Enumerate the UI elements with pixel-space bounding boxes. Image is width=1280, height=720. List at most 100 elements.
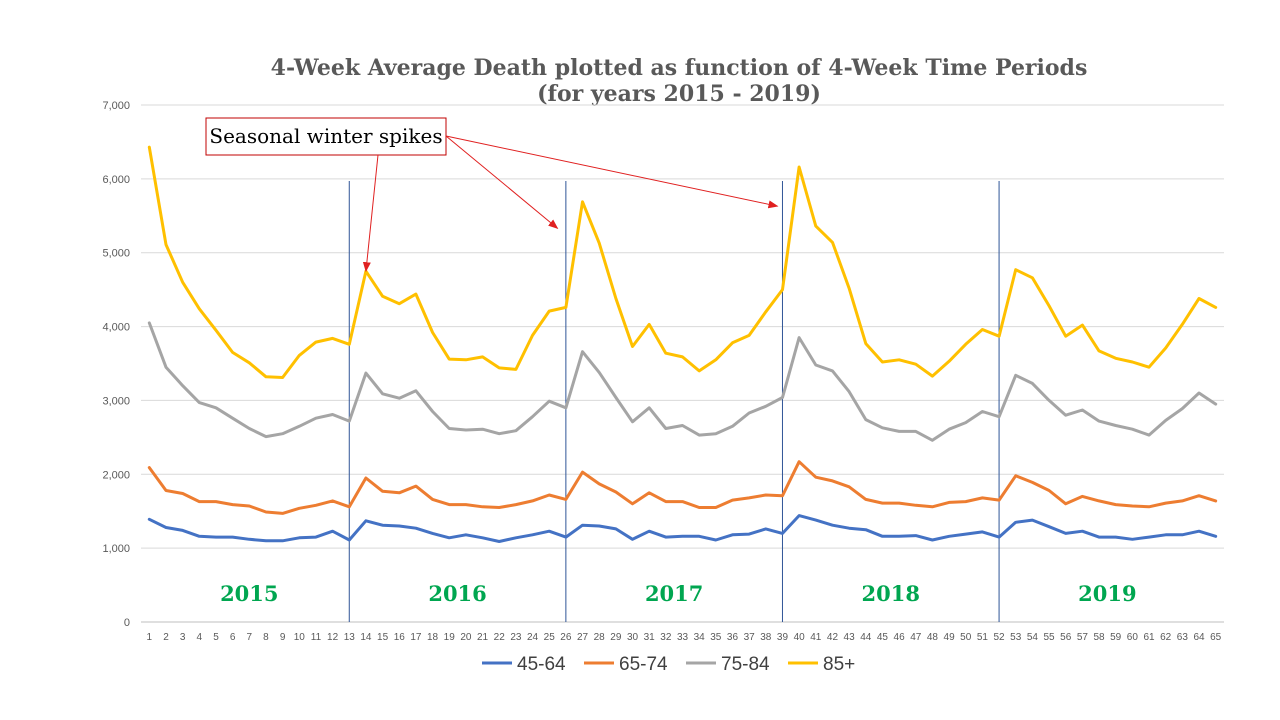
x-tick-label: 39 bbox=[777, 632, 789, 643]
y-tick-label: 2,000 bbox=[102, 469, 130, 481]
legend: 45-64 65-74 75-84 85+ bbox=[482, 654, 855, 675]
year-label: 2016 bbox=[428, 581, 486, 606]
x-tick-label: 1 bbox=[147, 632, 153, 643]
x-tick-label: 12 bbox=[327, 632, 339, 643]
legend-label-45-64: 45-64 bbox=[517, 654, 566, 675]
year-label: 2015 bbox=[220, 581, 278, 606]
x-tick-label: 46 bbox=[894, 632, 906, 643]
legend-label-65-74: 65-74 bbox=[619, 654, 668, 675]
x-tick-label: 26 bbox=[560, 632, 572, 643]
x-tick-label: 22 bbox=[494, 632, 506, 643]
annotation-arrow bbox=[445, 135, 559, 229]
x-tick-label: 14 bbox=[360, 632, 372, 643]
x-tick-label: 49 bbox=[944, 632, 956, 643]
x-tick-label: 28 bbox=[594, 632, 606, 643]
y-tick-label: 6,000 bbox=[102, 174, 130, 186]
annotation-arrow bbox=[445, 135, 779, 209]
x-tick-label: 33 bbox=[677, 632, 689, 643]
chart-title: 4-Week Average Death plotted as function… bbox=[271, 55, 1088, 81]
series-line-65-74 bbox=[147, 460, 1218, 515]
x-tick-label: 56 bbox=[1060, 632, 1072, 643]
year-dividers bbox=[348, 181, 1000, 622]
x-tick-label: 40 bbox=[794, 632, 806, 643]
x-tick-label: 27 bbox=[577, 632, 589, 643]
x-tick-label: 38 bbox=[760, 632, 772, 643]
gridlines bbox=[141, 104, 1224, 623]
x-tick-label: 18 bbox=[427, 632, 439, 643]
x-tick-label: 15 bbox=[377, 632, 389, 643]
x-tick-label: 54 bbox=[1027, 632, 1039, 643]
series-lines bbox=[147, 145, 1218, 543]
x-tick-label: 43 bbox=[844, 632, 856, 643]
x-tick-label: 47 bbox=[910, 632, 922, 643]
y-tick-label: 3,000 bbox=[102, 395, 130, 407]
x-tick-label: 30 bbox=[627, 632, 639, 643]
y-tick-label: 5,000 bbox=[102, 248, 130, 260]
legend-label-75-84: 75-84 bbox=[721, 654, 770, 675]
x-tick-label: 36 bbox=[727, 632, 739, 643]
year-label: 2019 bbox=[1078, 581, 1136, 606]
y-tick-label: 0 bbox=[124, 617, 130, 629]
x-tick-label: 24 bbox=[527, 632, 539, 643]
year-label: 2017 bbox=[645, 581, 703, 606]
x-tick-label: 32 bbox=[660, 632, 672, 643]
series-line-45-64 bbox=[147, 514, 1218, 543]
x-tick-label: 51 bbox=[977, 632, 989, 643]
x-tick-label: 5 bbox=[213, 632, 219, 643]
x-tick-label: 34 bbox=[694, 632, 706, 643]
x-tick-label: 23 bbox=[510, 632, 522, 643]
x-tick-label: 9 bbox=[280, 632, 286, 643]
year-labels: 2015 2016 2017 2018 2019 bbox=[220, 581, 1137, 606]
legend-label-85+: 85+ bbox=[823, 654, 855, 675]
x-tick-label: 2 bbox=[163, 632, 169, 643]
annotation-arrow bbox=[362, 154, 379, 273]
x-tick-label: 31 bbox=[644, 632, 656, 643]
x-tick-label: 41 bbox=[810, 632, 822, 643]
chart-subtitle: (for years 2015 - 2019) bbox=[537, 81, 821, 107]
x-tick-label: 61 bbox=[1143, 632, 1155, 643]
x-tick-label: 29 bbox=[610, 632, 622, 643]
x-tick-label: 55 bbox=[1043, 632, 1055, 643]
x-tick-label: 48 bbox=[927, 632, 939, 643]
annotation: Seasonal winter spikes bbox=[205, 117, 779, 273]
x-tick-label: 64 bbox=[1193, 632, 1205, 643]
x-tick-label: 21 bbox=[477, 632, 489, 643]
x-tick-label: 20 bbox=[460, 632, 472, 643]
x-tick-label: 3 bbox=[180, 632, 186, 643]
x-tick-label: 62 bbox=[1160, 632, 1172, 643]
x-tick-label: 10 bbox=[294, 632, 306, 643]
x-tick-label: 8 bbox=[263, 632, 269, 643]
y-tick-label: 4,000 bbox=[102, 322, 130, 334]
x-tick-label: 45 bbox=[877, 632, 889, 643]
y-axis-tick-labels: 0 1,000 2,000 3,000 4,000 5,000 6,000 7,000 bbox=[102, 100, 130, 629]
x-tick-label: 53 bbox=[1010, 632, 1022, 643]
y-tick-label: 1,000 bbox=[102, 543, 130, 555]
x-tick-label: 11 bbox=[311, 632, 322, 643]
x-tick-label: 59 bbox=[1110, 632, 1122, 643]
series-line-75-84 bbox=[147, 321, 1218, 442]
annotation-text: Seasonal winter spikes bbox=[209, 124, 442, 148]
x-tick-label: 63 bbox=[1177, 632, 1189, 643]
x-tick-label: 19 bbox=[444, 632, 456, 643]
x-tick-label: 6 bbox=[230, 632, 236, 643]
x-tick-label: 4 bbox=[197, 632, 203, 643]
x-tick-label: 17 bbox=[410, 632, 422, 643]
x-tick-label: 42 bbox=[827, 632, 839, 643]
x-tick-label: 52 bbox=[994, 632, 1006, 643]
y-tick-label: 7,000 bbox=[102, 100, 130, 112]
x-tick-label: 58 bbox=[1093, 632, 1105, 643]
x-axis-tick-labels: 1 2 3 4 5 6 7 8 9 10 11 12 13 14 15 16 17 18 19 20 21 22 23 24 2… bbox=[147, 632, 1222, 643]
x-tick-label: 13 bbox=[344, 632, 356, 643]
x-tick-label: 7 bbox=[247, 632, 253, 643]
x-tick-label: 44 bbox=[860, 632, 872, 643]
year-label: 2018 bbox=[862, 581, 920, 606]
x-tick-label: 25 bbox=[544, 632, 556, 643]
x-tick-label: 60 bbox=[1127, 632, 1139, 643]
x-tick-label: 35 bbox=[710, 632, 722, 643]
series-line-85+ bbox=[147, 145, 1218, 379]
x-tick-label: 65 bbox=[1210, 632, 1222, 643]
x-tick-label: 16 bbox=[394, 632, 406, 643]
x-tick-label: 37 bbox=[744, 632, 756, 643]
x-tick-label: 57 bbox=[1077, 632, 1089, 643]
